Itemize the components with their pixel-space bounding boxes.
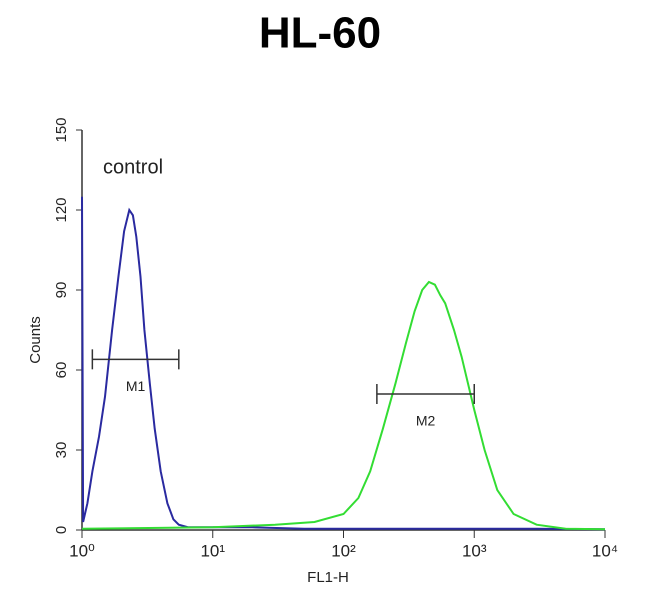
- x-tick-label: 10²: [331, 541, 356, 560]
- gate-label: M1: [126, 378, 146, 394]
- x-tick-label: 10⁴: [592, 541, 618, 560]
- gate-label: M2: [416, 413, 436, 429]
- y-tick-label: 60: [53, 362, 70, 379]
- chart-title: HL-60: [259, 9, 381, 58]
- x-tick-label: 10³: [462, 541, 487, 560]
- histogram-line: [81, 280, 606, 531]
- y-tick-label: 150: [53, 117, 70, 142]
- y-axis-label: Counts: [27, 316, 44, 364]
- y-tick-label: 0: [53, 526, 70, 534]
- x-axis-label: FL1-H: [307, 569, 349, 586]
- histogram-line: [81, 196, 606, 531]
- x-tick-label: 10⁰: [69, 541, 95, 560]
- x-tick-label: 10¹: [200, 541, 225, 560]
- y-tick-label: 120: [53, 197, 70, 222]
- y-tick-label: 30: [53, 442, 70, 459]
- y-tick-label: 90: [53, 282, 70, 299]
- annotation: control: [103, 156, 163, 178]
